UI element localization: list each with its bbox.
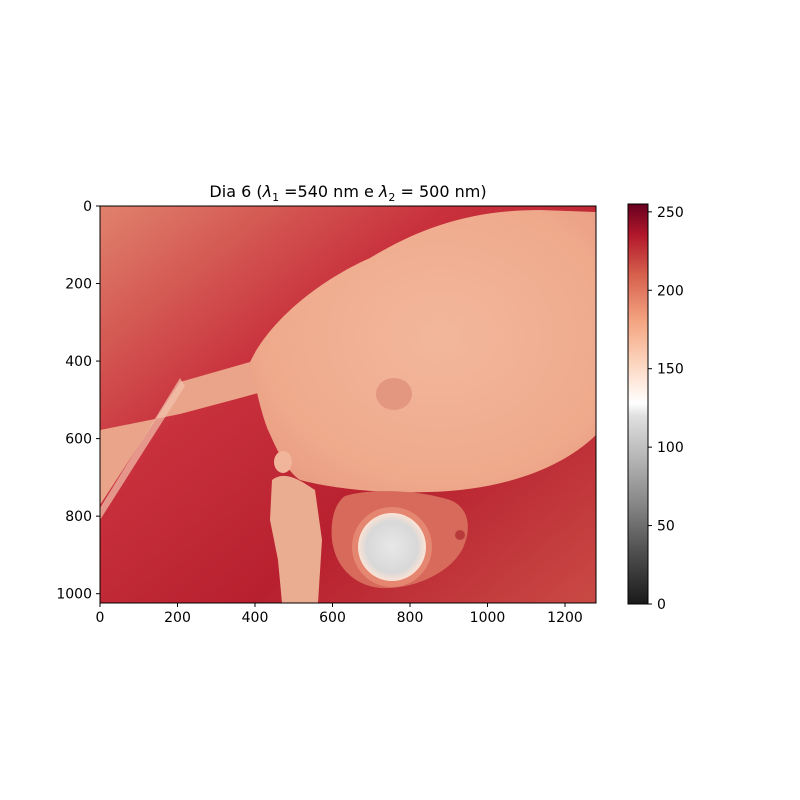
x-axis: 0 200 400 600 800 1000 1200 <box>96 603 583 626</box>
colorbar-tick-label: 50 <box>657 519 675 535</box>
x-tick-label: 400 <box>242 610 269 626</box>
colorbar <box>627 203 649 605</box>
x-tick-label: 200 <box>164 610 191 626</box>
title-lambda-2: λ <box>378 182 388 201</box>
title-subscript-1: 1 <box>272 191 279 204</box>
bright-spot <box>358 513 426 581</box>
plot-frame <box>99 205 597 604</box>
y-tick-label: 1000 <box>56 587 92 603</box>
holder-screw <box>455 530 465 540</box>
y-tick-label: 200 <box>65 277 92 293</box>
tail-region <box>100 362 262 505</box>
colorbar-tick-label: 250 <box>657 205 684 221</box>
colorbar-axis: 0 50 100 150 200 250 <box>648 205 684 613</box>
y-axis: 0 200 400 600 800 1000 <box>56 199 100 603</box>
body-dark-spot <box>376 378 412 410</box>
body-region <box>250 210 596 493</box>
colorbar-tick-label: 100 <box>657 440 684 456</box>
title-middle: =540 nm e <box>279 182 379 201</box>
x-tick-label: 600 <box>319 610 346 626</box>
title-lambda-1: λ <box>262 182 272 201</box>
x-tick-label: 800 <box>397 610 424 626</box>
y-tick-label: 600 <box>65 432 92 448</box>
colorbar-tick-label: 0 <box>657 597 666 613</box>
y-tick-label: 800 <box>65 509 92 525</box>
heatmap-image <box>100 206 596 603</box>
paw-region <box>274 451 292 473</box>
chart-title: Dia 6 (λ1 =540 nm e λ2 = 500 nm) <box>209 182 486 204</box>
colorbar-tick-label: 200 <box>657 283 684 299</box>
y-tick-label: 400 <box>65 354 92 370</box>
title-subscript-2: 2 <box>388 191 395 204</box>
x-tick-label: 0 <box>96 610 105 626</box>
colorbar-tick-label: 150 <box>657 362 684 378</box>
x-tick-label: 1200 <box>547 610 583 626</box>
y-tick-label: 0 <box>83 199 92 215</box>
x-tick-label: 1000 <box>470 610 506 626</box>
leg-region <box>270 475 322 603</box>
title-prefix: Dia 6 ( <box>209 182 262 201</box>
title-suffix: = 500 nm) <box>395 182 486 201</box>
tail-highlight <box>100 378 185 520</box>
